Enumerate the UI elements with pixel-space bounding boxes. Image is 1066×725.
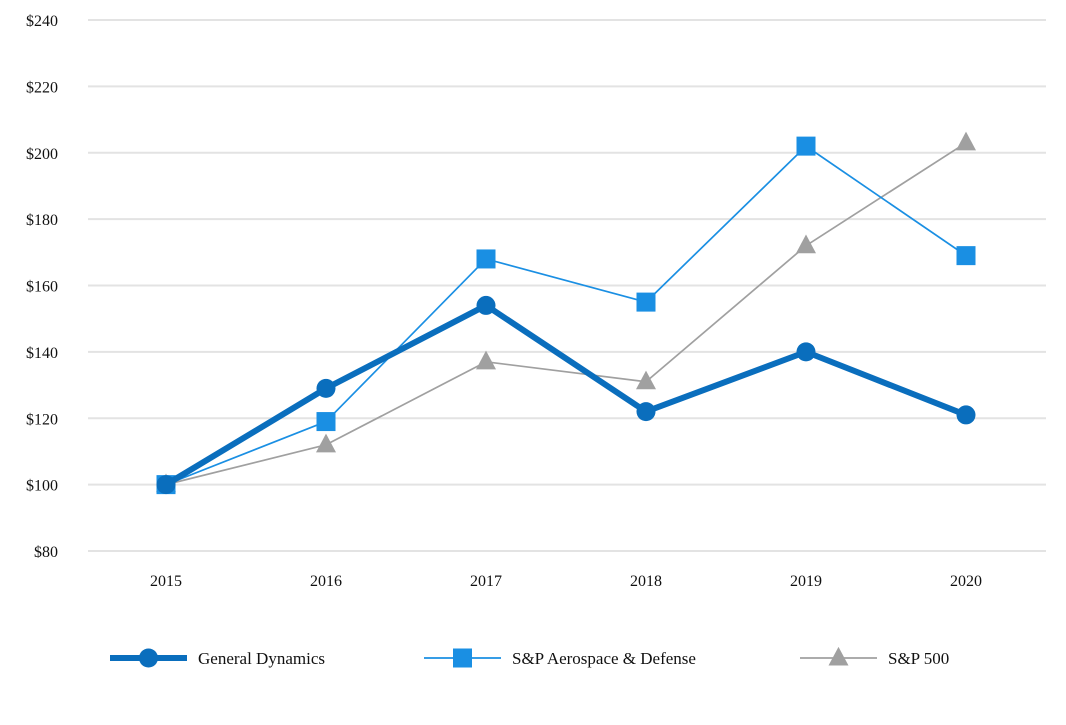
legend-marker bbox=[828, 646, 849, 666]
y-tick-label: $80 bbox=[34, 544, 58, 561]
y-tick-label: $200 bbox=[26, 146, 58, 163]
legend-label: General Dynamics bbox=[198, 649, 325, 668]
y-tick-label: $220 bbox=[26, 79, 58, 96]
data-point bbox=[636, 402, 656, 422]
data-point bbox=[636, 292, 656, 312]
data-point bbox=[636, 370, 656, 390]
gridlines bbox=[88, 19, 1046, 552]
y-tick-label: $120 bbox=[26, 411, 58, 428]
x-tick-label: 2017 bbox=[470, 573, 502, 590]
data-point bbox=[476, 295, 496, 315]
legend-item: S&P 500 bbox=[800, 646, 949, 668]
data-point bbox=[956, 131, 976, 151]
data-point bbox=[796, 136, 816, 156]
data-point bbox=[476, 249, 496, 269]
legend-marker bbox=[139, 648, 158, 668]
x-axis: 2015 2016 2017 2018 2019 2020 bbox=[150, 573, 982, 590]
x-tick-label: 2020 bbox=[950, 573, 982, 590]
y-tick-label: $100 bbox=[26, 478, 58, 495]
series-line bbox=[163, 302, 969, 488]
series-line bbox=[165, 141, 967, 486]
y-axis: $80 $100 $120 $140 $160 $180 $200 $220 $240 bbox=[26, 13, 58, 561]
legend-item: General Dynamics bbox=[110, 648, 325, 668]
series-square bbox=[156, 136, 976, 495]
series-line bbox=[165, 145, 967, 486]
data-point bbox=[156, 475, 176, 495]
y-tick-label: $160 bbox=[26, 279, 58, 296]
series-triangle bbox=[156, 131, 976, 493]
data-point bbox=[956, 405, 976, 425]
x-tick-label: 2018 bbox=[630, 573, 662, 590]
data-point bbox=[796, 342, 816, 362]
y-tick-label: $180 bbox=[26, 212, 58, 229]
data-point bbox=[796, 234, 816, 254]
data-point bbox=[316, 433, 336, 453]
y-tick-label: $240 bbox=[26, 13, 58, 30]
y-tick-label: $140 bbox=[26, 345, 58, 362]
x-tick-label: 2016 bbox=[310, 573, 342, 590]
legend-label: S&P Aerospace & Defense bbox=[512, 649, 696, 668]
series-group bbox=[156, 131, 976, 495]
data-point bbox=[316, 412, 336, 432]
legend-marker bbox=[453, 648, 472, 668]
data-point bbox=[316, 378, 336, 398]
data-point bbox=[956, 246, 976, 266]
legend-item: S&P Aerospace & Defense bbox=[424, 648, 696, 668]
legend-label: S&P 500 bbox=[888, 649, 949, 668]
x-tick-label: 2019 bbox=[790, 573, 822, 590]
series-circle bbox=[156, 295, 976, 495]
data-point bbox=[476, 350, 496, 370]
legend: General Dynamics S&P Aerospace & Defense S… bbox=[110, 646, 949, 668]
x-tick-label: 2015 bbox=[150, 573, 182, 590]
